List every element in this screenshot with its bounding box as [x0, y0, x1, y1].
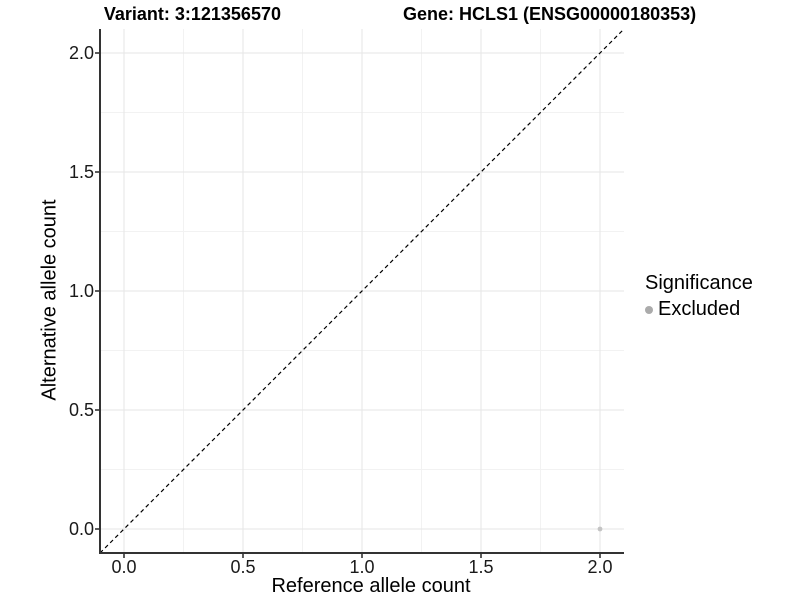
variant-title: Variant: 3:121356570 [103, 4, 281, 24]
data-point-excluded [597, 526, 603, 532]
gene-title: Gene: HCLS1 (ENSG00000180353) [402, 4, 697, 24]
legend-point-icon [645, 305, 653, 314]
legend: Significance Excluded [645, 272, 753, 321]
identity-dashed-line [99, 28, 625, 554]
x-tick-label: 1.5 [468, 557, 494, 577]
x-tick-label: 0.0 [111, 557, 137, 577]
y-axis-title: Alternative allele count [38, 199, 61, 401]
legend-item-excluded: Excluded [645, 298, 753, 321]
legend-title: Significance [645, 272, 753, 294]
y-tick-label: 1.0 [68, 281, 94, 301]
y-tick-label: 0.5 [68, 400, 94, 420]
y-tick-label: 0.0 [68, 519, 94, 539]
x-tick-label: 1.0 [349, 557, 375, 577]
y-tick-label: 2.0 [68, 43, 94, 63]
y-tick-label: 1.5 [68, 162, 94, 182]
x-tick-label: 2.0 [587, 557, 613, 577]
x-axis-title: Reference allele count [271, 575, 471, 597]
plot-title: Variant: 3:121356570 Gene: HCLS1 (ENSG00… [0, 4, 800, 25]
legend-item-label: Excluded [658, 298, 741, 320]
tick-marks [95, 52, 601, 558]
x-tick-label: 0.5 [230, 557, 256, 577]
